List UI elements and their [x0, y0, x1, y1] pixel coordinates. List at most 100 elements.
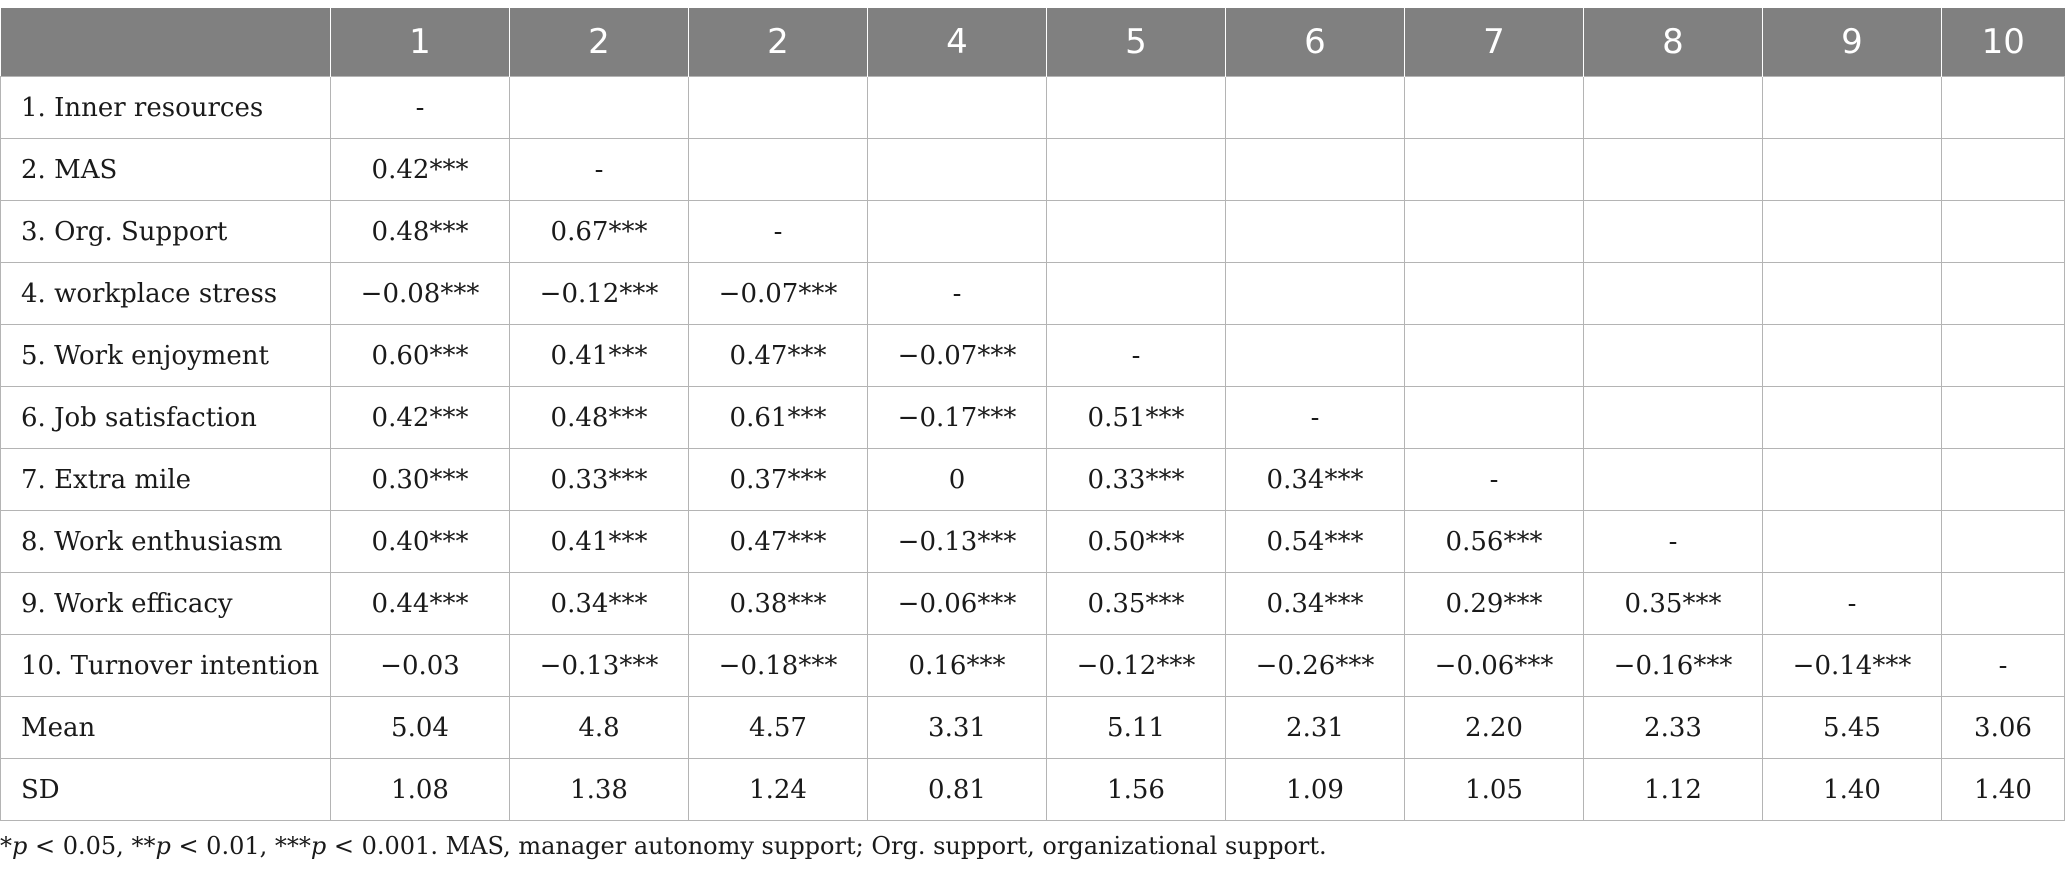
table-cell: 0.48*** — [509, 386, 689, 449]
table-cell: 0.33*** — [509, 448, 689, 511]
table-cell: - — [1583, 510, 1763, 573]
table-cell: 2.31 — [1225, 696, 1405, 759]
table-footnote: *p < 0.05, **p < 0.01, ***p < 0.001. MAS… — [0, 832, 1327, 860]
table-cell — [1583, 262, 1763, 325]
table-cell — [688, 138, 868, 201]
table-cell — [1225, 138, 1405, 201]
table-cell: −0.16*** — [1583, 634, 1763, 697]
table-row: 8. Work enthusiasm 0.40*** 0.41*** 0.47*** −… — [0, 510, 2065, 573]
table-cell — [1762, 324, 1942, 387]
footnote-p-3: p — [310, 832, 327, 860]
footnote-stars-2: ** — [131, 832, 156, 860]
table-cell: 0.35*** — [1583, 572, 1763, 635]
table-cell: 0.41*** — [509, 510, 689, 573]
table-cell — [1941, 262, 2065, 325]
table-cell: 1.40 — [1941, 758, 2065, 821]
table-cell — [1762, 262, 1942, 325]
table-cell: 3.31 — [867, 696, 1047, 759]
table-cell: 0.37*** — [688, 448, 868, 511]
table-cell: −0.07*** — [688, 262, 868, 325]
table-cell — [1583, 386, 1763, 449]
table-cell: 0.34*** — [1225, 448, 1405, 511]
table-body: 1. Inner resources -2. MAS 0.42*** -3. Org.… — [0, 76, 2065, 821]
table-row: 4. workplace stress −0.08*** −0.12*** −0.07… — [0, 262, 2065, 325]
table-cell: 0.34*** — [1225, 572, 1405, 635]
table-cell: - — [688, 200, 868, 263]
table-cell: 0.51*** — [1046, 386, 1226, 449]
table-cell: 0.38*** — [688, 572, 868, 635]
table-cell: 0 — [867, 448, 1047, 511]
row-label: 2. MAS — [0, 138, 331, 201]
table-cell: 0.44*** — [330, 572, 510, 635]
table-cell — [1225, 200, 1405, 263]
row-label: 6. Job satisfaction — [0, 386, 331, 449]
row-label: 8. Work enthusiasm — [0, 510, 331, 573]
table-cell: 0.35*** — [1046, 572, 1226, 635]
table-cell — [1941, 200, 2065, 263]
table-cell — [1404, 200, 1584, 263]
table-cell — [1225, 262, 1405, 325]
table-cell — [1941, 138, 2065, 201]
row-label: 4. workplace stress — [0, 262, 331, 325]
footnote-stars-1: * — [0, 832, 12, 860]
table-cell — [1046, 262, 1226, 325]
table-cell — [1583, 138, 1763, 201]
table-cell — [1583, 200, 1763, 263]
table-cell: 0.29*** — [1404, 572, 1584, 635]
table-cell: - — [1762, 572, 1942, 635]
table-cell: 0.42*** — [330, 138, 510, 201]
table-cell: - — [1046, 324, 1226, 387]
table-cell: 0.61*** — [688, 386, 868, 449]
table-cell — [1762, 448, 1942, 511]
header-cell-col-6: 6 — [1225, 8, 1405, 77]
header-cell-col-5: 5 — [1046, 8, 1226, 77]
table-cell: 0.47*** — [688, 510, 868, 573]
table-cell — [1583, 76, 1763, 139]
row-label: SD — [0, 758, 331, 821]
table-row: 5. Work enjoyment 0.60*** 0.41*** 0.47*** −0… — [0, 324, 2065, 387]
table-cell — [1583, 448, 1763, 511]
table-cell: 1.08 — [330, 758, 510, 821]
row-label: 9. Work efficacy — [0, 572, 331, 635]
table-cell: 0.54*** — [1225, 510, 1405, 573]
row-label: Mean — [0, 696, 331, 759]
table-cell — [1941, 386, 2065, 449]
table-cell — [1941, 510, 2065, 573]
table-cell: −0.03 — [330, 634, 510, 697]
table-cell — [1762, 76, 1942, 139]
table-row: 3. Org. Support 0.48*** 0.67*** - — [0, 200, 2065, 263]
table-cell: −0.18*** — [688, 634, 868, 697]
table-cell: 1.05 — [1404, 758, 1584, 821]
table-cell — [1941, 448, 2065, 511]
table-cell — [1046, 138, 1226, 201]
table-cell: −0.13*** — [509, 634, 689, 697]
table-cell: - — [1941, 634, 2065, 697]
header-cell-blank — [0, 8, 331, 77]
table-cell: 1.09 — [1225, 758, 1405, 821]
table-cell: 4.57 — [688, 696, 868, 759]
table-cell — [1762, 386, 1942, 449]
table-cell: 3.06 — [1941, 696, 2065, 759]
table-cell — [1225, 76, 1405, 139]
table-cell: −0.07*** — [867, 324, 1047, 387]
table-cell: 1.38 — [509, 758, 689, 821]
row-label: 3. Org. Support — [0, 200, 331, 263]
table-cell — [1404, 386, 1584, 449]
table-cell: 1.24 — [688, 758, 868, 821]
table-cell — [1404, 138, 1584, 201]
row-label: 7. Extra mile — [0, 448, 331, 511]
header-cell-col-7: 7 — [1404, 8, 1584, 77]
table-row: 6. Job satisfaction 0.42*** 0.48*** 0.61***… — [0, 386, 2065, 449]
table-cell — [1941, 572, 2065, 635]
table-cell: 0.67*** — [509, 200, 689, 263]
table-cell: −0.26*** — [1225, 634, 1405, 697]
footnote-p-1: p — [12, 832, 28, 860]
table-row: 7. Extra mile 0.30*** 0.33*** 0.37*** 0 0.33*… — [0, 448, 2065, 511]
table-cell — [1941, 324, 2065, 387]
table-cell: - — [1225, 386, 1405, 449]
table-cell: 0.50*** — [1046, 510, 1226, 573]
header-cell-col-4: 4 — [867, 8, 1047, 77]
row-label: 5. Work enjoyment — [0, 324, 331, 387]
table-row: 9. Work efficacy 0.44*** 0.34*** 0.38*** −0.… — [0, 572, 2065, 635]
table-cell: −0.14*** — [1762, 634, 1942, 697]
